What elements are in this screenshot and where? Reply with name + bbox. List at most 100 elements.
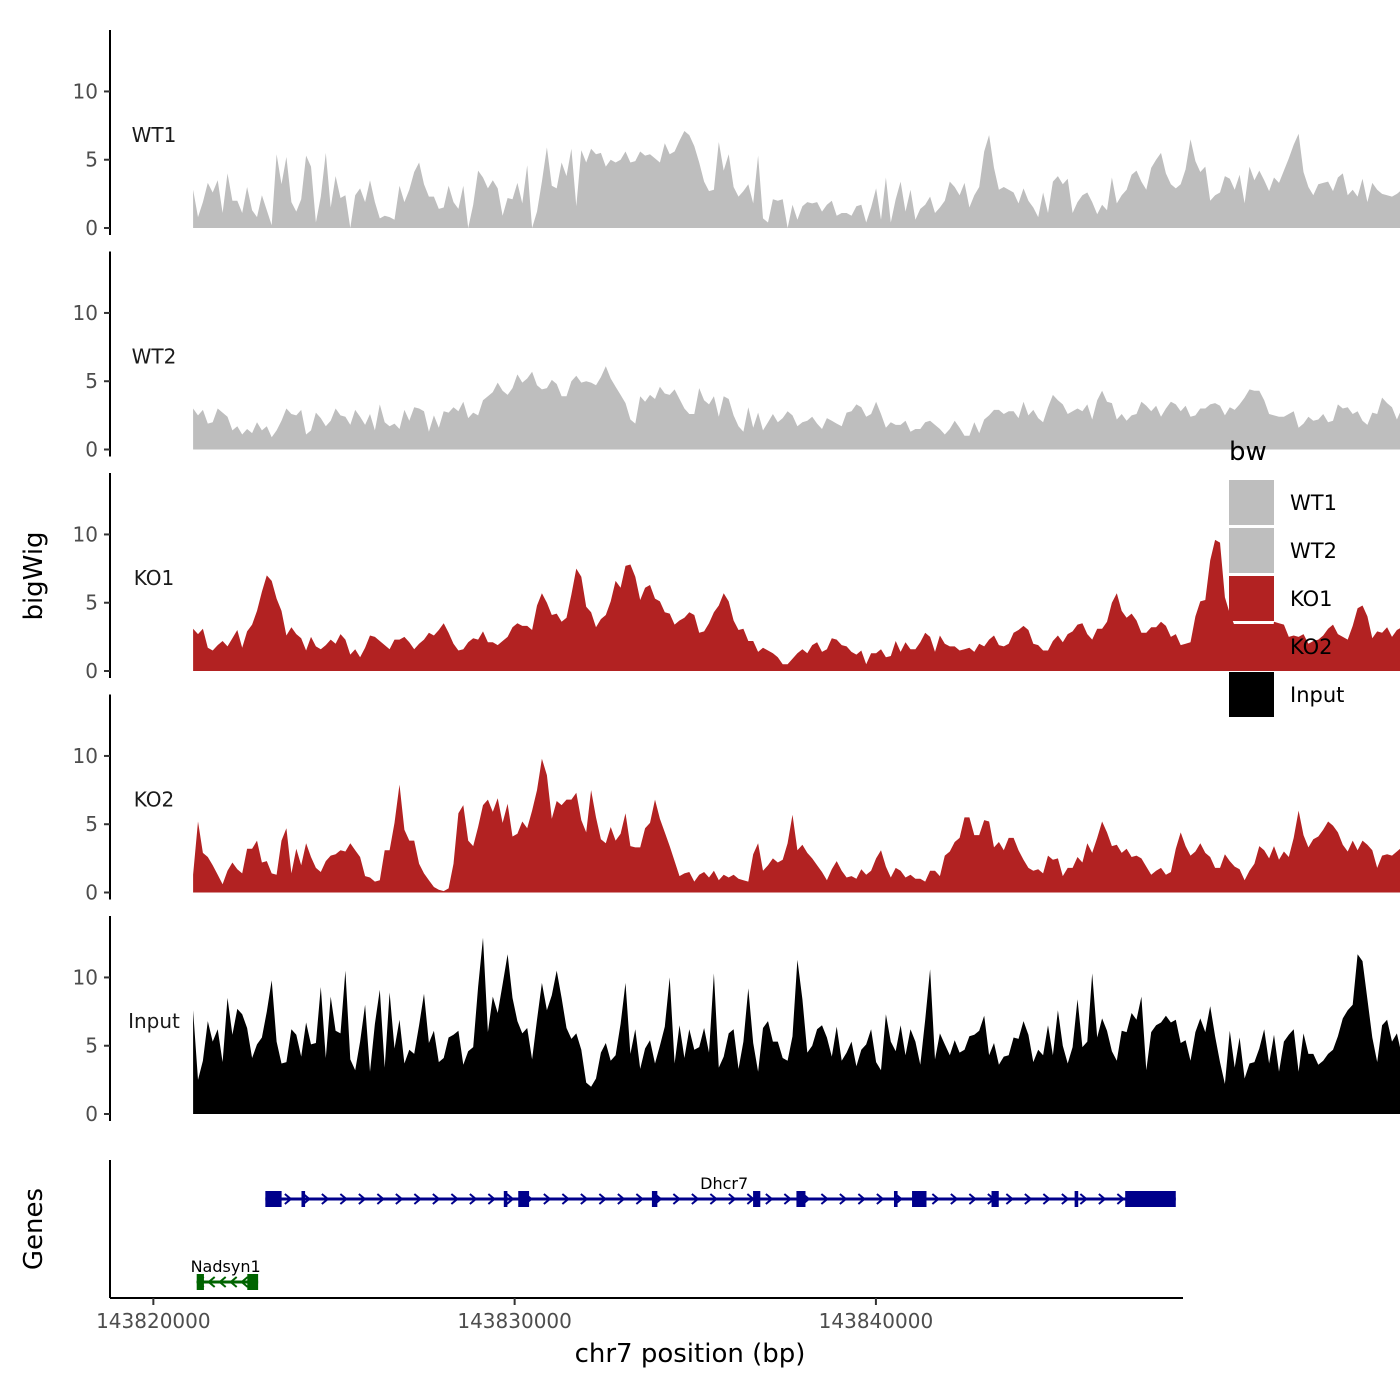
strand-arrow-icon <box>432 1193 441 1205</box>
genes-panel: Dhcr7 Nadsyn1 143820000 143830000 143840000 <box>96 1160 1183 1333</box>
gene-models: Dhcr7 Nadsyn1 <box>191 1174 1176 1290</box>
track-label: WT2 <box>132 345 177 369</box>
y-tick-label: 5 <box>85 591 98 615</box>
strand-arrow-icon <box>691 1193 700 1205</box>
strand-arrow-icon <box>820 1193 829 1205</box>
exon-block <box>518 1191 530 1207</box>
strand-arrow-icon <box>635 1193 644 1205</box>
strand-arrow-icon <box>1079 1193 1088 1205</box>
strand-arrow-icon <box>617 1193 626 1205</box>
bigwig-tracks: 0 5 10 WT1 0 5 10 WT2 0 5 10 KO1 0 5 10 KO2 0 5 10 Input <box>73 30 1400 1126</box>
exon-block <box>651 1191 658 1207</box>
y-tick-label: 10 <box>73 744 98 768</box>
exon-block <box>1125 1191 1176 1207</box>
strand-arrow-icon <box>284 1193 293 1205</box>
y-tick-label: 0 <box>85 1102 98 1126</box>
strand-arrow-icon <box>506 1193 515 1205</box>
strand-arrow-icon <box>857 1193 866 1205</box>
genes-axis-title: Genes <box>19 1188 49 1270</box>
signal-area-wt2 <box>193 366 1400 450</box>
strand-arrow-icon <box>1005 1193 1014 1205</box>
track-label: WT1 <box>132 123 177 147</box>
exon-block <box>753 1191 761 1207</box>
strand-arrow-icon <box>450 1193 459 1205</box>
y-tick-label: 10 <box>73 965 98 989</box>
strand-arrow-icon <box>302 1193 311 1205</box>
exon-block <box>196 1274 204 1290</box>
strand-arrow-icon <box>487 1193 496 1205</box>
strand-arrow-icon <box>876 1193 885 1205</box>
track-wt1: 0 5 10 WT1 <box>73 30 1400 240</box>
strand-arrow-icon <box>728 1193 737 1205</box>
strand-arrow-icon <box>709 1193 718 1205</box>
x-axis-ticks: 143820000 143830000 143840000 <box>96 1298 933 1333</box>
x-tick-label: 143830000 <box>457 1309 572 1333</box>
strand-arrow-icon <box>1061 1193 1070 1205</box>
y-tick-label: 10 <box>73 522 98 546</box>
strand-arrow-icon <box>950 1193 959 1205</box>
legend-label: KO2 <box>1290 635 1333 659</box>
track-label: Input <box>128 1009 180 1033</box>
strand-arrow-icon <box>543 1193 552 1205</box>
strand-arrow-icon <box>376 1193 385 1205</box>
legend-key-wt1 <box>1229 480 1274 525</box>
exon-block <box>247 1274 259 1290</box>
strand-arrow-icon <box>229 1276 238 1288</box>
legend-key-ko1 <box>1229 576 1274 621</box>
signal-area-input <box>193 937 1400 1114</box>
legend-label: WT1 <box>1290 491 1337 515</box>
exon-block <box>265 1191 282 1207</box>
strand-arrow-icon <box>968 1193 977 1205</box>
legend-key-wt2 <box>1229 528 1274 573</box>
strand-arrow-icon <box>339 1193 348 1205</box>
x-axis-title: chr7 position (bp) <box>575 1339 806 1369</box>
strand-arrow-icon <box>413 1193 422 1205</box>
legend-key-input <box>1229 672 1274 717</box>
y-tick-label: 5 <box>85 148 98 172</box>
track-label: KO2 <box>134 788 175 812</box>
gene-nadsyn1: Nadsyn1 <box>191 1257 261 1290</box>
strand-arrow-icon <box>358 1193 367 1205</box>
strand-arrow-icon <box>561 1193 570 1205</box>
strand-arrow-icon <box>1098 1193 1107 1205</box>
track-ko1: 0 5 10 KO1 <box>73 473 1400 683</box>
strand-arrow-icon <box>931 1193 940 1205</box>
track-label: KO1 <box>134 566 175 590</box>
track-input: 0 5 10 Input <box>73 916 1400 1126</box>
exon-block <box>503 1191 508 1207</box>
strand-arrow-icon <box>839 1193 848 1205</box>
exon-block <box>893 1191 898 1207</box>
exon-block <box>912 1191 927 1207</box>
y-tick-label: 0 <box>85 216 98 240</box>
legend-label: KO1 <box>1290 587 1333 611</box>
legend-title: bw <box>1229 437 1267 467</box>
track-ko2: 0 5 10 KO2 <box>73 694 1400 905</box>
y-tick-label: 5 <box>85 369 98 393</box>
strand-arrow-icon <box>1116 1193 1125 1205</box>
strand-arrow-icon <box>1024 1193 1033 1205</box>
y-tick-label: 0 <box>85 438 98 462</box>
y-tick-label: 0 <box>85 881 98 905</box>
signal-area-wt1 <box>193 131 1400 228</box>
exon-block <box>796 1191 806 1207</box>
y-axis-title: bigWig <box>19 531 49 620</box>
signal-area-ko2 <box>193 758 1400 893</box>
x-tick-label: 143840000 <box>819 1309 934 1333</box>
strand-arrow-icon <box>469 1193 478 1205</box>
strand-arrow-icon <box>598 1193 607 1205</box>
x-tick-label: 143820000 <box>96 1309 211 1333</box>
strand-arrow-icon <box>321 1193 330 1205</box>
gene-label: Dhcr7 <box>700 1174 748 1193</box>
y-tick-label: 5 <box>85 812 98 836</box>
exon-block <box>301 1191 306 1207</box>
strand-arrow-icon <box>395 1193 404 1205</box>
legend: bw WT1 WT2 KO1 KO2 Input <box>1229 437 1344 717</box>
strand-arrow-icon <box>672 1193 681 1205</box>
strand-arrow-icon <box>218 1276 227 1288</box>
legend-label: WT2 <box>1290 539 1337 563</box>
gene-label: Nadsyn1 <box>191 1257 261 1276</box>
legend-key-ko2 <box>1229 624 1274 669</box>
strand-arrow-icon <box>783 1193 792 1205</box>
exon-block <box>991 1191 999 1207</box>
